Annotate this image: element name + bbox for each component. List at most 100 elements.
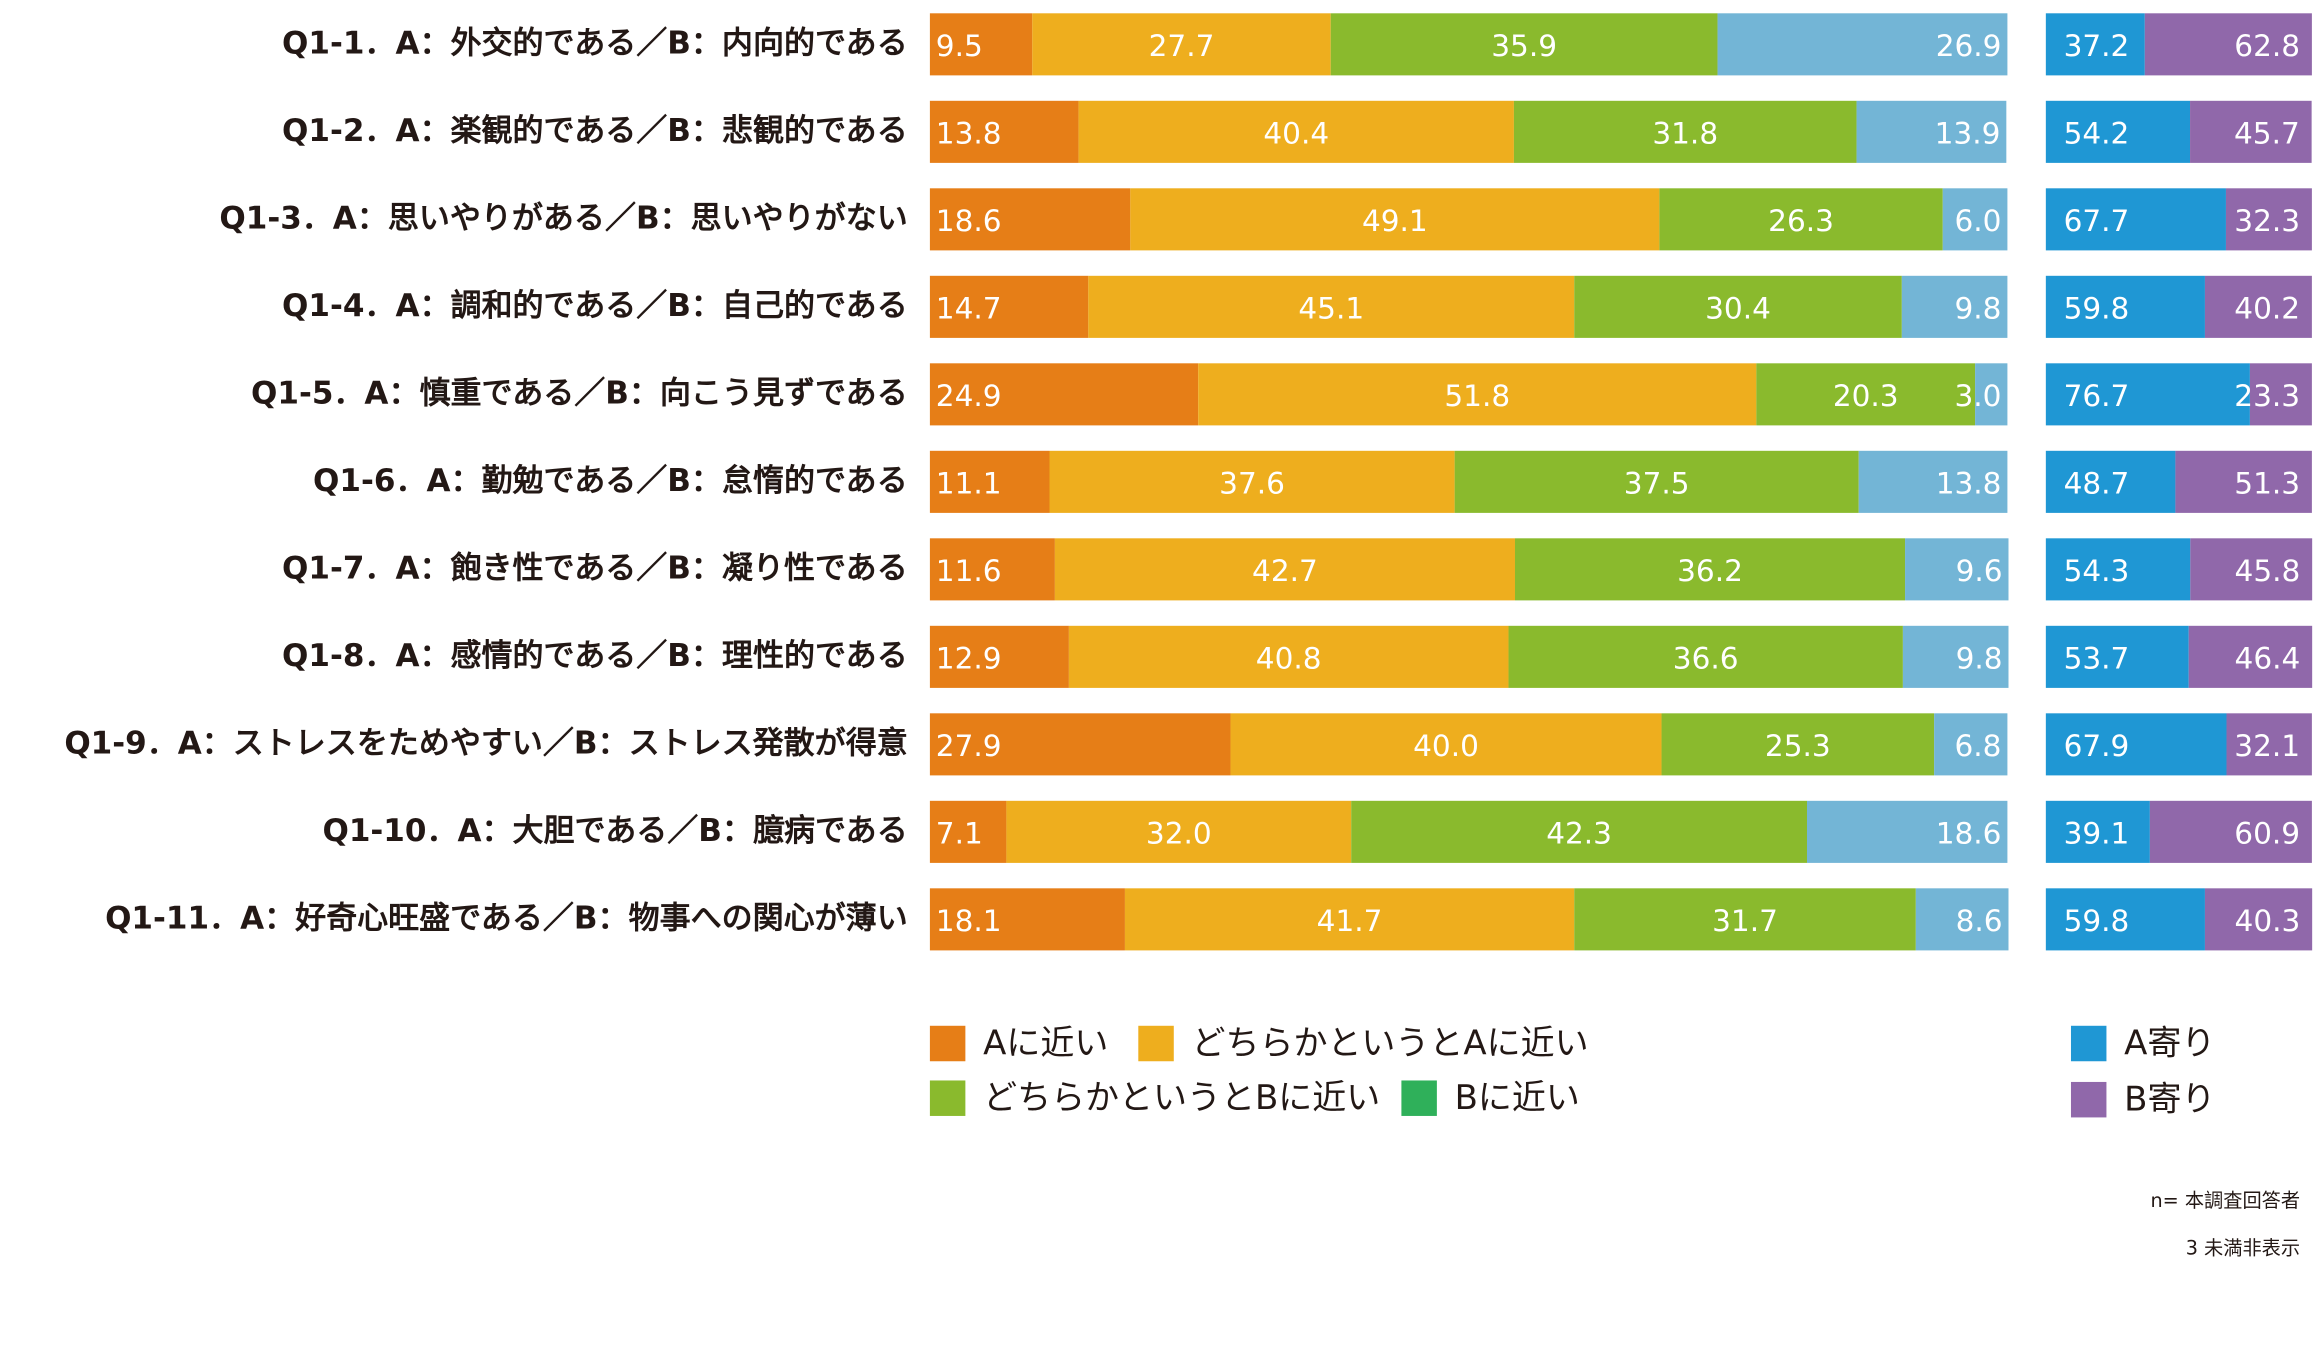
bar-segment <box>929 275 1089 338</box>
bar-segment <box>1032 13 1331 76</box>
note: 3 未満非表示 <box>2186 1236 2300 1259</box>
value-label: 12.9 <box>936 641 1002 675</box>
value-label: 30.4 <box>1705 291 1771 325</box>
bar-segment <box>1858 450 2008 513</box>
bar-segment <box>1508 625 1903 688</box>
bar-segment <box>2190 100 2312 163</box>
value-label: 49.1 <box>1362 204 1428 238</box>
bar-segment <box>1054 538 1515 601</box>
value-label: 31.7 <box>1712 904 1778 938</box>
bar-segment <box>1230 713 1662 776</box>
value-label: 76.7 <box>2064 379 2130 413</box>
category-label: Q1-7．A：飽き性である／B：凝り性である <box>282 550 908 586</box>
value-label: 9.6 <box>1956 554 2003 588</box>
value-label: 40.8 <box>1256 641 1322 675</box>
bar-segment <box>2045 13 2145 76</box>
value-label: 62.8 <box>2234 29 2300 63</box>
bar-segment <box>1717 13 2008 76</box>
bar-segment <box>2204 275 2312 338</box>
value-label: 20.3 <box>1833 379 1899 413</box>
bar-segment <box>1124 888 1575 951</box>
value-label: 40.0 <box>1413 729 1479 763</box>
bar-segment <box>2045 450 2176 513</box>
value-label: 40.4 <box>1263 116 1329 150</box>
value-label: 26.3 <box>1768 204 1834 238</box>
value-label: 9.8 <box>1955 291 2002 325</box>
bar-segment <box>2045 275 2205 338</box>
bar-segment <box>2144 13 2312 76</box>
bar-segment <box>1806 800 2008 863</box>
legend-swatch <box>929 1025 966 1062</box>
value-label: 59.8 <box>2064 904 2130 938</box>
bar-segment <box>929 538 1055 601</box>
value-label: 18.6 <box>1936 816 2002 850</box>
value-label: 37.6 <box>1219 466 1285 500</box>
value-label: 48.7 <box>2064 466 2130 500</box>
value-label: 26.9 <box>1936 29 2002 63</box>
bar-segment <box>929 713 1231 776</box>
value-label: 27.9 <box>936 729 1002 763</box>
bar-segment <box>1661 713 1935 776</box>
value-label: 60.9 <box>2234 816 2300 850</box>
bar-segment <box>2190 538 2313 601</box>
value-label: 14.7 <box>936 291 1002 325</box>
bar-segment <box>2045 713 2227 776</box>
bar-segment <box>1915 888 2009 951</box>
bar-segment <box>1351 800 1807 863</box>
value-label: 40.2 <box>2234 291 2300 325</box>
value-label: 42.7 <box>1252 554 1318 588</box>
value-label: 32.0 <box>1146 816 1212 850</box>
bar-segment <box>2226 713 2312 776</box>
value-label: 8.6 <box>1956 904 2003 938</box>
category-label: Q1-11．A：好奇心旺盛である／B：物事への関心が薄い <box>105 900 908 936</box>
bar-segment <box>1514 538 1906 601</box>
value-label: 37.2 <box>2064 29 2130 63</box>
value-label: 54.3 <box>2064 554 2130 588</box>
value-label: 45.8 <box>2235 554 2301 588</box>
bar-segment <box>2204 888 2313 951</box>
bar-segment <box>1130 188 1660 251</box>
value-label: 13.8 <box>936 116 1002 150</box>
bar-segment <box>2225 188 2312 251</box>
bar-segment <box>1049 450 1455 513</box>
bar-segment <box>1198 363 1757 426</box>
legend-swatch <box>2070 1025 2107 1062</box>
value-label: 11.6 <box>936 554 1002 588</box>
value-label: 32.3 <box>2234 204 2300 238</box>
legend-label: B寄り <box>2124 1080 2215 1120</box>
value-label: 32.1 <box>2234 729 2300 763</box>
bar-segment <box>2249 363 2312 426</box>
bar-segment <box>929 363 1199 426</box>
bar-segment <box>929 100 1079 163</box>
bar-segment <box>1975 363 2008 426</box>
legend-swatch <box>1401 1080 1437 1116</box>
bar-segment <box>929 800 1007 863</box>
value-label: 36.6 <box>1673 641 1739 675</box>
value-label: 27.7 <box>1149 29 1215 63</box>
value-label: 18.1 <box>936 904 1002 938</box>
bar-segment <box>2149 800 2312 863</box>
value-label: 31.8 <box>1652 116 1718 150</box>
value-label: 45.7 <box>2234 116 2300 150</box>
value-label: 13.8 <box>1936 466 2002 500</box>
value-label: 53.7 <box>2064 641 2130 675</box>
legend-label: Aに近い <box>983 1023 1108 1063</box>
value-label: 36.2 <box>1677 554 1743 588</box>
bar-segment <box>1330 13 1718 76</box>
value-label: 59.8 <box>2064 291 2130 325</box>
bar-segment <box>1454 450 1859 513</box>
value-label: 46.4 <box>2235 641 2301 675</box>
value-label: 67.7 <box>2064 204 2130 238</box>
value-label: 13.9 <box>1935 116 2001 150</box>
value-label: 9.5 <box>936 29 983 63</box>
bar-segment <box>929 888 1125 951</box>
bar-segment <box>1756 363 1976 426</box>
value-label: 6.0 <box>1955 204 2002 238</box>
category-label: Q1-10．A：大胆である／B：臆病である <box>322 813 907 849</box>
value-label: 9.8 <box>1956 641 2003 675</box>
bar-segment <box>2045 888 2205 951</box>
category-label: Q1-2．A：楽観的である／B：悲観的である <box>282 113 908 149</box>
value-label: 41.7 <box>1317 904 1383 938</box>
bar-segment <box>2045 363 2250 426</box>
